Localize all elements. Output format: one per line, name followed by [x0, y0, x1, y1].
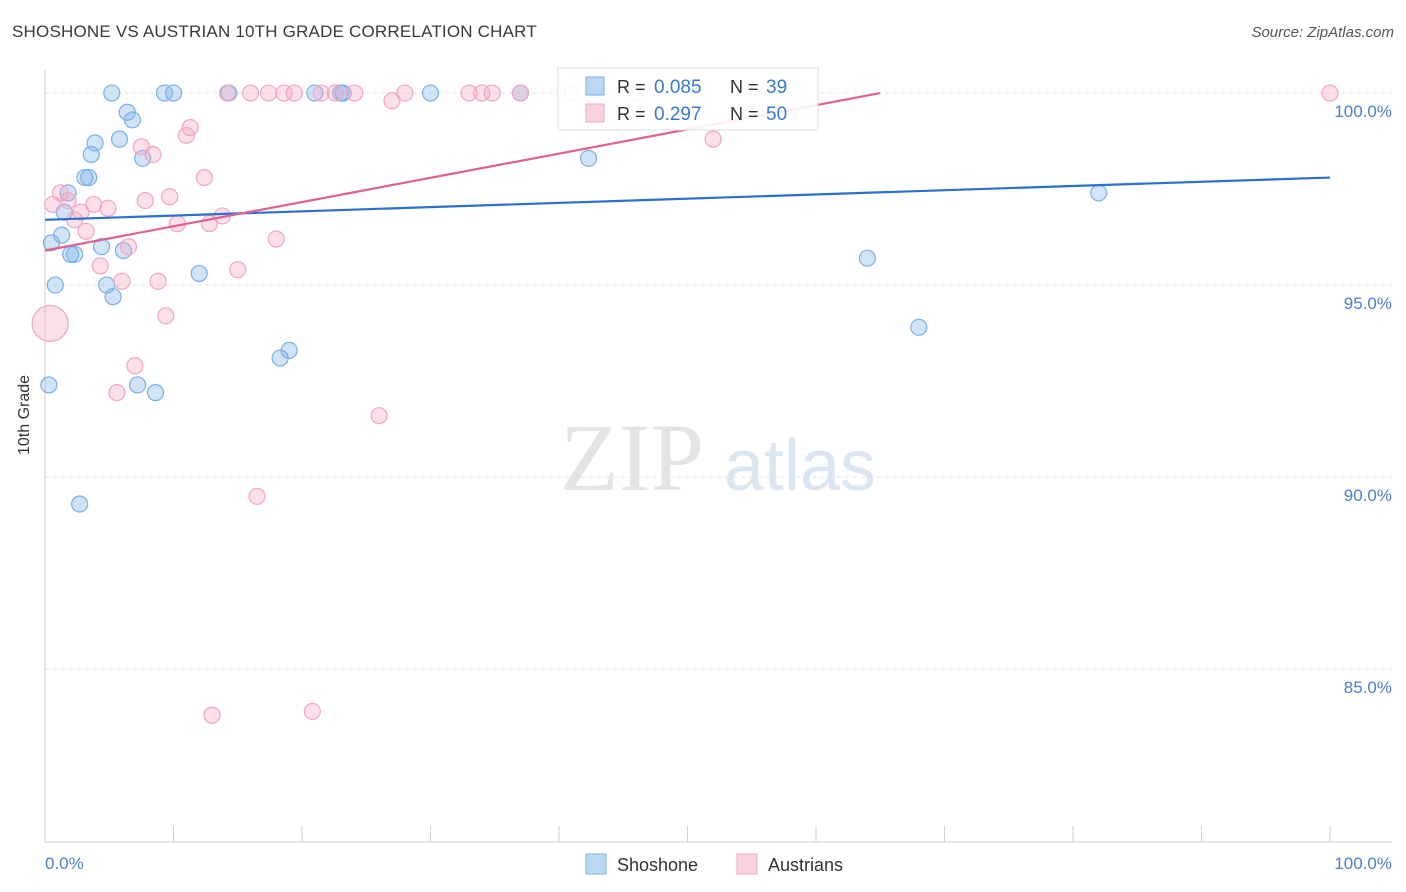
data-point-shoshone	[46, 276, 64, 294]
data-point-austrians	[460, 84, 478, 102]
data-point-austrians	[72, 203, 90, 221]
data-point-shoshone	[53, 226, 71, 244]
y-tick-label: 85.0%	[1344, 678, 1392, 697]
data-point-austrians	[1321, 84, 1339, 102]
data-point-shoshone	[579, 149, 598, 167]
data-point-austrians	[285, 84, 303, 102]
legend-n-value: 39	[766, 77, 787, 98]
data-point-austrians	[59, 191, 77, 210]
data-point-shoshone	[306, 84, 324, 102]
data-point-austrians	[248, 487, 266, 505]
data-point-austrians	[483, 84, 501, 102]
data-point-austrians	[203, 706, 221, 724]
legend-label-austrians: Austrians	[768, 855, 843, 875]
data-point-austrians	[108, 384, 126, 402]
legend-swatch-shoshone	[585, 853, 607, 875]
data-point-austrians	[126, 357, 144, 375]
data-point-shoshone	[910, 318, 928, 336]
data-point-shoshone	[123, 111, 141, 129]
data-point-shoshone	[128, 376, 147, 394]
data-point-shoshone	[1090, 184, 1108, 202]
data-point-shoshone	[80, 168, 98, 187]
y-tick-label: 95.0%	[1344, 294, 1392, 313]
data-point-austrians	[229, 261, 247, 279]
data-point-austrians	[267, 230, 285, 248]
data-point-shoshone	[103, 84, 121, 102]
data-point-austrians	[136, 191, 154, 210]
data-point-austrians	[242, 84, 260, 102]
data-point-shoshone	[86, 134, 104, 152]
axes	[44, 70, 1392, 843]
data-point-austrians	[383, 92, 401, 110]
data-point-shoshone	[71, 495, 89, 513]
legend-n-value: 50	[766, 104, 787, 125]
data-point-austrians	[157, 307, 175, 325]
data-point-austrians	[218, 84, 237, 102]
data-point-shoshone	[104, 288, 122, 306]
data-point-austrians	[85, 195, 103, 214]
data-point-shoshone	[164, 84, 183, 102]
gridlines	[45, 92, 1392, 670]
data-point-shoshone	[146, 384, 165, 402]
x-tick-label-max: 100.0%	[1334, 854, 1392, 873]
y-tick-label: 100.0%	[1334, 102, 1392, 121]
legend-label-shoshone: Shoshone	[617, 855, 698, 875]
data-point-shoshone	[190, 264, 208, 283]
legend-n-label: N =	[730, 77, 759, 97]
data-point-austrians	[119, 238, 138, 256]
data-point-austrians	[31, 304, 69, 343]
data-point-shoshone	[421, 84, 440, 102]
legend-r-value: 0.297	[654, 104, 702, 125]
data-point-shoshone	[858, 249, 877, 267]
data-point-austrians	[161, 188, 179, 206]
data-point-austrians	[144, 145, 162, 164]
data-point-austrians	[113, 272, 131, 290]
data-point-shoshone	[40, 376, 58, 394]
data-point-shoshone	[92, 238, 111, 256]
stats-legend: R = 0.085 N = 39 R = 0.297 N = 50	[557, 67, 819, 131]
chart-title: SHOSHONE VS AUSTRIAN 10TH GRADE CORRELAT…	[12, 22, 537, 41]
data-point-shoshone	[65, 245, 84, 263]
data-point-austrians	[303, 702, 321, 721]
y-tick-label: 90.0%	[1344, 486, 1392, 505]
data-point-austrians	[326, 84, 345, 102]
data-point-shoshone	[280, 341, 298, 359]
data-point-austrians	[370, 407, 388, 425]
watermark: ZIP atlas	[560, 404, 876, 511]
data-points	[31, 84, 1339, 724]
data-point-shoshone	[155, 84, 174, 102]
data-point-shoshone	[76, 168, 94, 187]
series-legend: Shoshone Austrians	[585, 853, 843, 875]
legend-swatch-austrians	[736, 853, 758, 875]
x-tick-label-min: 0.0%	[45, 854, 84, 873]
data-point-shoshone	[110, 130, 129, 148]
data-point-austrians	[195, 168, 213, 187]
legend-swatch-austrians	[585, 103, 605, 123]
legend-r-label: R =	[617, 77, 646, 97]
legend-n-label: N =	[730, 104, 759, 124]
data-point-austrians	[77, 222, 95, 240]
legend-r-label: R =	[617, 104, 646, 124]
data-point-austrians	[704, 130, 722, 148]
source-label: Source: ZipAtlas.com	[1251, 24, 1394, 41]
data-point-austrians	[99, 199, 117, 217]
watermark-atlas: atlas	[724, 426, 876, 506]
data-point-austrians	[149, 272, 167, 290]
trend-line-shoshone	[44, 176, 1331, 221]
legend-swatch-shoshone	[585, 76, 605, 96]
data-point-austrians	[396, 84, 414, 102]
tick-labels: 85.0% 90.0% 95.0% 100.0% 0.0% 100.0%	[45, 102, 1392, 873]
watermark-zip: ZIP	[560, 404, 704, 511]
data-point-austrians	[511, 84, 530, 102]
data-point-austrians	[181, 119, 199, 137]
legend-r-value: 0.085	[654, 77, 702, 98]
data-point-austrians	[346, 84, 364, 102]
data-point-austrians	[91, 257, 109, 275]
data-point-austrians	[312, 84, 330, 102]
data-point-austrians	[259, 84, 278, 102]
